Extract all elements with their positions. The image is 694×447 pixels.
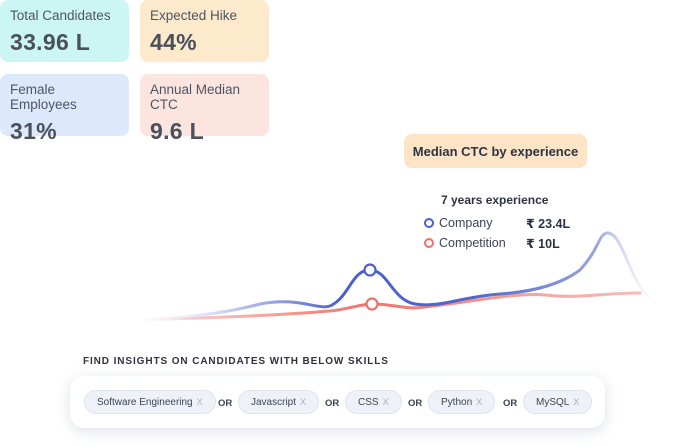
or-separator: OR bbox=[503, 398, 518, 409]
or-separator: OR bbox=[218, 398, 233, 409]
competition-legend-icon bbox=[424, 238, 434, 248]
close-icon[interactable]: X bbox=[196, 397, 203, 407]
skill-chip-javascript[interactable]: Javascript X bbox=[238, 390, 320, 414]
stat-label: Total Candidates bbox=[10, 8, 111, 23]
close-icon[interactable]: X bbox=[300, 397, 307, 407]
company-label: Company bbox=[439, 216, 493, 230]
close-icon[interactable]: X bbox=[573, 397, 580, 407]
competition-highlight-marker[interactable] bbox=[365, 297, 379, 311]
company-legend-icon bbox=[424, 218, 434, 228]
skill-chip-label: CSS bbox=[358, 396, 379, 408]
tooltip-title: 7 years experience bbox=[441, 193, 549, 207]
stat-value: 44% bbox=[150, 29, 197, 55]
skill-chip-label: Python bbox=[441, 396, 473, 408]
skill-chip-css[interactable]: CSS X bbox=[345, 390, 402, 414]
competition-label: Competition bbox=[439, 236, 506, 250]
company-series-line bbox=[133, 231, 662, 322]
skill-chip-label: Javascript bbox=[251, 396, 297, 408]
stat-label: Annual Median CTC bbox=[150, 82, 241, 112]
stat-card-expected-hike: Expected Hike 44% bbox=[140, 0, 269, 62]
skills-heading: FIND INSIGHTS ON CANDIDATES WITH BELOW S… bbox=[83, 356, 389, 367]
skill-chip-python[interactable]: Python X bbox=[428, 390, 496, 414]
stat-card-female-employees: Female Employees 31% bbox=[0, 74, 129, 144]
stat-label: Expected Hike bbox=[150, 8, 238, 23]
chart-title: Median CTC by experience bbox=[404, 134, 587, 168]
or-separator: OR bbox=[408, 398, 423, 409]
stat-value: 33.96 L bbox=[10, 29, 91, 55]
competition-series-line bbox=[133, 291, 642, 322]
tooltip-row-company: Company ₹ 23.4L bbox=[424, 215, 570, 231]
stat-card-total-candidates: Total Candidates 33.96 L bbox=[0, 0, 129, 62]
skill-chip-software-engineering[interactable]: Software Engineering X bbox=[84, 390, 216, 414]
tooltip-row-competition: Competition ₹ 10L bbox=[424, 235, 560, 251]
stat-label: Female Employees bbox=[10, 82, 77, 112]
stat-value: 9.6 L bbox=[150, 118, 204, 144]
skill-chip-label: MySQL bbox=[536, 396, 570, 408]
stat-card-annual-median-ctc: Annual Median CTC 9.6 L bbox=[140, 74, 269, 144]
skill-chip-mysql[interactable]: MySQL X bbox=[523, 390, 593, 414]
company-highlight-marker[interactable] bbox=[363, 263, 377, 277]
skill-chip-label: Software Engineering bbox=[97, 396, 193, 408]
close-icon[interactable]: X bbox=[476, 397, 483, 407]
competition-value: ₹ 10L bbox=[526, 236, 560, 251]
close-icon[interactable]: X bbox=[382, 397, 389, 407]
stat-value: 31% bbox=[10, 118, 57, 144]
company-value: ₹ 23.4L bbox=[526, 216, 571, 231]
or-separator: OR bbox=[325, 398, 340, 409]
